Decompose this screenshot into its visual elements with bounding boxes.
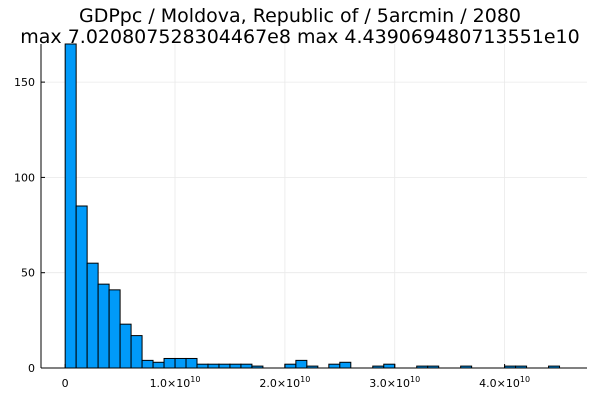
x-tick-label: 0 [62, 377, 69, 390]
histogram-bar [339, 361, 352, 369]
histogram-bar [328, 363, 341, 369]
histogram-bar [174, 357, 187, 369]
histogram-bar [218, 363, 231, 369]
chart-subtitle: max 7.020807528304467e8 max 4.4390694807… [20, 26, 580, 48]
histogram-bar [86, 262, 99, 369]
histogram-bar [185, 357, 198, 369]
histogram-bar [383, 363, 396, 369]
histogram-bar [295, 359, 308, 369]
histogram-bar [97, 283, 110, 369]
histogram-bar [229, 363, 242, 369]
x-tick-label: 4.0×1010 [479, 375, 530, 390]
histogram-bar [284, 363, 297, 369]
histogram-bar [119, 323, 132, 369]
histogram-bar [196, 363, 209, 369]
chart-title: GDPpc / Moldova, Republic of / 5arcmin /… [78, 5, 522, 27]
histogram-bar [75, 205, 88, 369]
histogram-bar [240, 363, 253, 369]
x-tick-label: 3.0×1010 [369, 375, 420, 390]
histogram-bar [130, 335, 143, 369]
x-tick-label: 1.0×1010 [150, 375, 201, 390]
histogram-bar [108, 289, 121, 369]
y-tick-label: 150 [14, 76, 35, 89]
histogram-bar [152, 361, 165, 369]
y-tick-label: 100 [14, 171, 35, 184]
histogram-bar [163, 357, 176, 369]
y-tick-label: 0 [28, 362, 35, 375]
histogram-bar [141, 359, 154, 369]
x-tick-label: 2.0×1010 [259, 375, 310, 390]
histogram-bar [64, 43, 77, 369]
histogram-bar [207, 363, 220, 369]
y-tick-label: 50 [21, 267, 35, 280]
